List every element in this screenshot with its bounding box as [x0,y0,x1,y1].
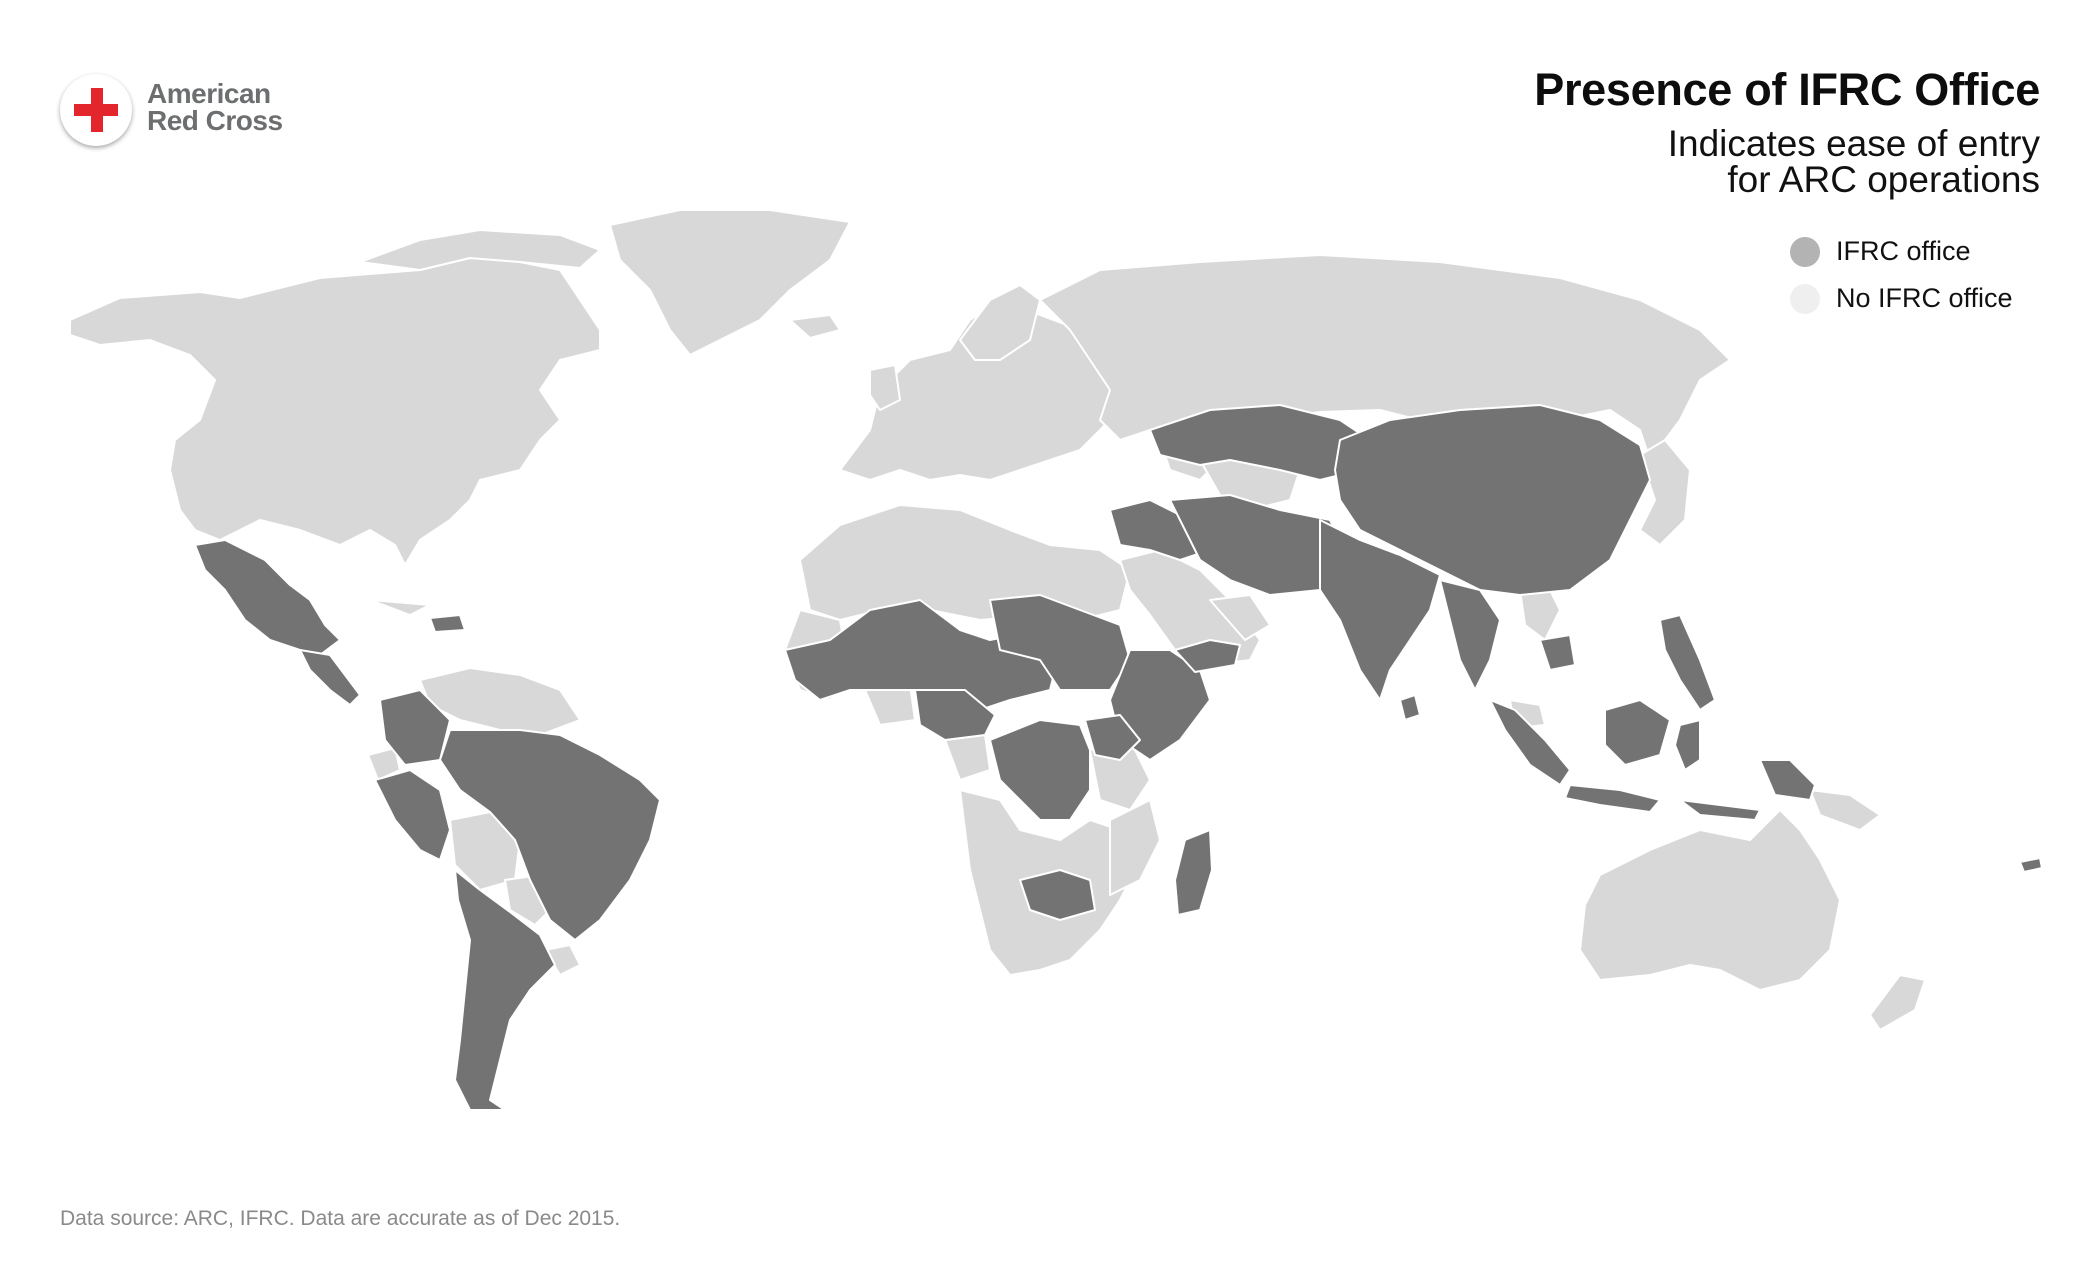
region-nigeria-cameroon [914,689,996,741]
region-caribbean [369,599,431,616]
region-haiti-dr [429,614,466,633]
legend-item-no-ifrc-office: No IFRC office [1790,275,2013,322]
legend-swatch-ifrc-office [1790,236,1820,267]
region-sulawesi [1674,719,1701,771]
region-scandinavia [959,284,1041,361]
header: Presence of IFRC Office Indicates ease o… [1534,62,2040,198]
region-argentina-chile [454,869,556,1111]
region-canadian-arctic [359,229,601,271]
region-borneo [1604,699,1671,766]
region-australia [1579,809,1841,991]
region-middle-east-dark [1109,499,1211,561]
region-arabian-peninsula [1119,549,1261,666]
logo-line-2: Red Cross [147,105,283,136]
logo-wordmark: American Red Cross [147,78,283,136]
region-central-america [299,649,361,706]
legend-label-no-ifrc-office: No IFRC office [1836,283,2013,313]
region-uk [869,364,901,411]
region-venezuela-guianas [419,667,581,736]
region-ecuador [367,747,401,781]
region-india-pakistan [1319,519,1441,701]
region-brazil [439,729,661,941]
region-uruguay [544,944,581,976]
legend-item-ifrc-office: IFRC office [1790,228,2013,275]
region-mexico [194,539,341,656]
region-cambodia [1539,634,1576,671]
region-gabon-congo [944,734,991,781]
region-japan-korea [1639,439,1691,546]
region-madagascar [1174,829,1213,916]
region-timor-etc [1679,799,1761,821]
region-gulf-states [1209,594,1271,641]
page-subtitle: Indicates ease of entry for ARC operatio… [1534,123,2040,200]
red-cross-icon [60,74,132,146]
region-kenya-uganda [1084,714,1141,761]
page-title: Presence of IFRC Office [1534,64,2040,115]
region-greenland [609,209,851,356]
logo-line-1: American [147,78,271,109]
subtitle-line-2: for ARC operations [1727,159,2040,200]
region-sri-lanka [1399,694,1421,721]
region-sumatra [1489,699,1571,786]
region-java [1564,784,1661,813]
legend-label-ifrc-office: IFRC office [1836,236,1971,266]
region-philippines [1659,614,1716,711]
region-china-mongolia [1334,404,1651,596]
region-papua-new-guinea [1809,789,1881,831]
legend-swatch-no-ifrc-office [1790,283,1820,314]
region-yemen [1174,639,1241,673]
legend: IFRC office No IFRC office [1790,228,2013,322]
region-north-america-north [69,257,601,566]
subtitle-line-1: Indicates ease of entry [1667,123,2040,164]
region-west-africa [784,599,1061,711]
world-map [69,209,2043,1111]
data-source-note: Data source: ARC, IFRC. Data are accurat… [60,1207,621,1230]
region-zimbabwe [1019,869,1096,921]
region-mozambique-light [1109,799,1161,896]
region-peru [374,769,451,861]
region-myanmar-thailand [1439,579,1501,691]
region-north-africa [799,504,1131,621]
region-iceland [789,314,841,339]
region-pacific-islands [2019,857,2043,873]
region-papua [1759,759,1816,801]
region-new-zealand [1869,974,1926,1031]
american-red-cross-logo: American Red Cross [60,74,360,150]
region-drc [989,719,1091,821]
